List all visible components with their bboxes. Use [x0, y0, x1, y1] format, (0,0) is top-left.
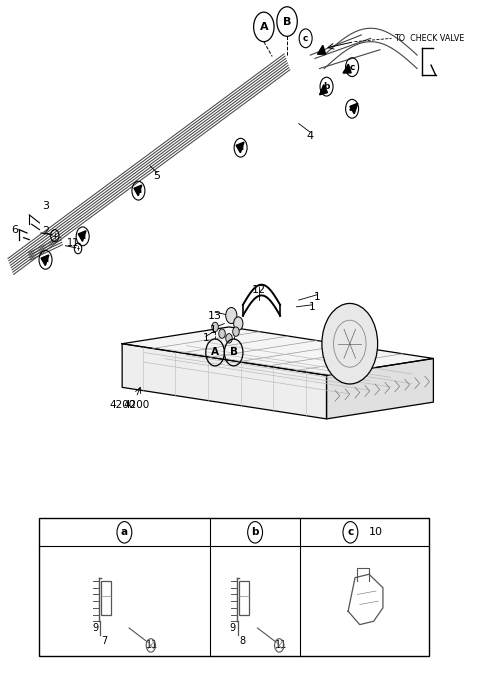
Text: 8: 8	[239, 636, 245, 646]
Text: a: a	[349, 104, 355, 113]
Polygon shape	[41, 255, 49, 266]
Text: 4200: 4200	[110, 400, 136, 410]
Bar	[239, 581, 249, 615]
Text: A: A	[260, 22, 268, 32]
Text: a: a	[238, 143, 244, 152]
Text: b: b	[324, 82, 330, 91]
Text: 9: 9	[92, 623, 98, 633]
Polygon shape	[134, 185, 142, 195]
Text: 13: 13	[208, 311, 222, 321]
Bar	[38, 518, 429, 656]
Text: 4200: 4200	[123, 400, 149, 410]
Circle shape	[234, 317, 243, 330]
Text: 7: 7	[101, 636, 108, 646]
Text: 9: 9	[230, 623, 236, 633]
Text: B: B	[229, 347, 238, 357]
Text: 5: 5	[154, 171, 160, 181]
Circle shape	[219, 329, 225, 338]
Text: 12: 12	[252, 285, 266, 295]
Text: a: a	[42, 255, 48, 264]
Polygon shape	[122, 327, 433, 375]
Text: 11: 11	[146, 640, 158, 650]
Text: B: B	[283, 17, 291, 26]
Polygon shape	[320, 85, 327, 95]
Circle shape	[212, 322, 218, 332]
Text: c: c	[348, 527, 354, 537]
Text: a: a	[121, 527, 128, 537]
Text: 1: 1	[309, 302, 316, 312]
Text: 11: 11	[275, 640, 287, 650]
Text: 1: 1	[209, 326, 216, 335]
Text: a: a	[80, 232, 86, 241]
Text: 3: 3	[42, 201, 49, 211]
Polygon shape	[343, 64, 351, 73]
Circle shape	[226, 307, 237, 324]
Text: c: c	[303, 34, 308, 43]
Circle shape	[322, 303, 378, 384]
Polygon shape	[122, 344, 326, 419]
Text: 10: 10	[369, 527, 383, 537]
Polygon shape	[350, 103, 358, 114]
Text: a: a	[135, 186, 142, 195]
Text: TO  CHECK VALVE: TO CHECK VALVE	[394, 34, 464, 43]
Text: 2: 2	[42, 226, 49, 236]
Circle shape	[226, 334, 232, 343]
Text: b: b	[252, 527, 259, 537]
Text: c: c	[349, 63, 355, 71]
Text: 1: 1	[314, 292, 321, 302]
Polygon shape	[317, 45, 325, 54]
Polygon shape	[326, 359, 433, 419]
Polygon shape	[78, 231, 86, 241]
Polygon shape	[236, 142, 244, 153]
Bar	[101, 581, 111, 615]
Text: 4: 4	[307, 131, 314, 141]
Circle shape	[233, 327, 239, 336]
Text: 1: 1	[203, 334, 209, 343]
Text: 6: 6	[11, 224, 18, 235]
Text: A: A	[211, 347, 219, 357]
Text: 11: 11	[67, 238, 80, 248]
